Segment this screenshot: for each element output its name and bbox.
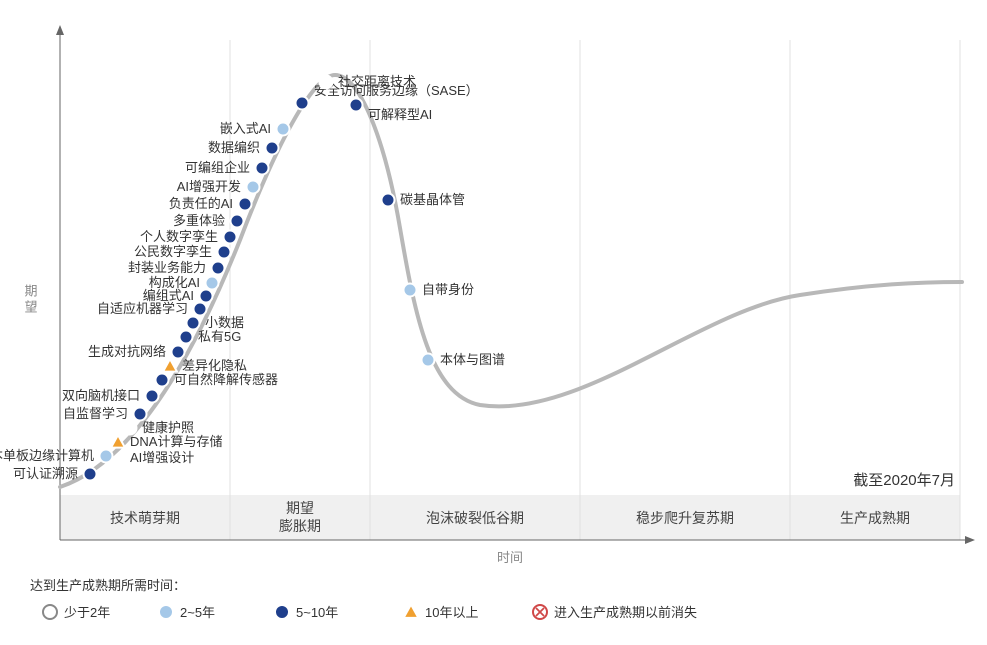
tech-label: 低成本单板边缘计算机 xyxy=(0,448,94,463)
tech-label: 自监督学习 xyxy=(63,406,128,421)
phase-label: 泡沫破裂低谷期 xyxy=(426,510,524,526)
legend-label: 进入生产成熟期以前消失 xyxy=(554,605,697,620)
phase-label: 稳步爬升复苏期 xyxy=(636,510,734,526)
tech-label: 可编组企业 xyxy=(185,160,250,175)
tech-label: 可自然降解传感器 xyxy=(174,372,278,387)
tech-label: 数据编织 xyxy=(208,140,260,155)
legend-label: 2~5年 xyxy=(180,605,215,620)
tech-label: 公民数字孪生 xyxy=(134,244,212,259)
phase-label: 膨胀期 xyxy=(279,518,321,534)
tech-label: 生成对抗网络 xyxy=(88,344,166,359)
tech-marker xyxy=(212,262,225,275)
tech-marker xyxy=(224,231,237,244)
x-axis-label: 时间 xyxy=(497,550,523,565)
tech-label: 本体与图谱 xyxy=(440,352,505,367)
tech-marker xyxy=(350,99,363,112)
tech-label: 健康护照 xyxy=(142,420,194,435)
tech-marker xyxy=(256,162,269,175)
tech-marker xyxy=(239,198,252,211)
tech-marker xyxy=(156,374,169,387)
tech-marker xyxy=(163,359,177,372)
tech-label: 可认证溯源 xyxy=(13,466,78,481)
hype-cycle-chart: 技术萌芽期 期望膨胀期 泡沫破裂低谷期 稳步爬升复苏期 生产成熟期 期望时间 截至2020年… xyxy=(0,0,987,645)
tech-marker xyxy=(146,390,159,403)
tech-marker xyxy=(422,354,435,367)
tech-marker xyxy=(194,303,207,316)
phase-label: 期望 xyxy=(286,500,314,516)
legend-marker xyxy=(43,605,57,619)
tech-label: 嵌入式AI xyxy=(220,121,271,136)
legend-label: 少于2年 xyxy=(64,605,110,620)
legend-title: 达到生产成熟期所需时间： xyxy=(30,578,186,593)
tech-marker xyxy=(100,450,113,463)
tech-marker xyxy=(231,215,244,228)
tech-label: AI增强开发 xyxy=(177,179,241,194)
tech-marker xyxy=(206,277,219,290)
tech-marker xyxy=(320,76,333,89)
tech-label: 负责任的AI xyxy=(169,196,233,211)
phase-label: 技术萌芽期 xyxy=(110,510,180,526)
tech-label: AI增强设计 xyxy=(130,450,194,465)
legend-label: 10年以上 xyxy=(425,605,478,620)
tech-marker xyxy=(134,408,147,421)
tech-marker xyxy=(296,97,309,110)
tech-marker xyxy=(200,290,213,303)
tech-label: DNA计算与存储 xyxy=(130,434,222,449)
as-of-note: 截至2020年7月 xyxy=(853,472,955,489)
chart-svg: 技术萌芽期 期望膨胀期 泡沫破裂低谷期 稳步爬升复苏期 生产成熟期 期望时间 截至2020年… xyxy=(0,0,987,645)
tech-label: 多重体验 xyxy=(173,213,225,228)
y-axis-arrow xyxy=(56,25,64,35)
tech-label: 构成化AI xyxy=(149,275,200,290)
tech-label: 碳基晶体管 xyxy=(400,192,465,207)
legend-label: 5~10年 xyxy=(296,605,338,620)
tech-label: 差异化隐私 xyxy=(182,358,247,373)
tech-label: 编组式AI xyxy=(143,288,194,303)
legend-marker xyxy=(275,605,289,619)
tech-label: 封装业务能力 xyxy=(128,260,206,275)
phase-label: 生产成熟期 xyxy=(840,510,910,526)
tech-label: 社交距离技术 xyxy=(338,74,416,89)
tech-marker xyxy=(382,194,395,207)
y-axis-label: 期望 xyxy=(23,284,38,316)
tech-label: 自适应机器学习 xyxy=(97,301,188,316)
tech-marker xyxy=(247,181,260,194)
tech-label: 个人数字孪生 xyxy=(140,229,218,244)
tech-marker xyxy=(124,422,137,435)
legend-marker xyxy=(404,605,418,618)
tech-marker xyxy=(180,331,193,344)
tech-marker xyxy=(404,284,417,297)
legend-marker xyxy=(159,605,173,619)
x-axis-arrow xyxy=(965,536,975,544)
tech-marker xyxy=(266,142,279,155)
tech-label: 双向脑机接口 xyxy=(62,388,140,403)
tech-label: 可解释型AI xyxy=(368,107,432,122)
tech-label: 小数据 xyxy=(205,315,244,330)
tech-marker xyxy=(172,346,185,359)
tech-marker xyxy=(111,435,125,448)
tech-marker xyxy=(277,123,290,136)
tech-marker xyxy=(187,317,200,330)
tech-marker xyxy=(84,468,97,481)
tech-label: 私有5G xyxy=(198,329,241,344)
tech-marker xyxy=(218,246,231,259)
tech-label: 自带身份 xyxy=(422,282,474,297)
